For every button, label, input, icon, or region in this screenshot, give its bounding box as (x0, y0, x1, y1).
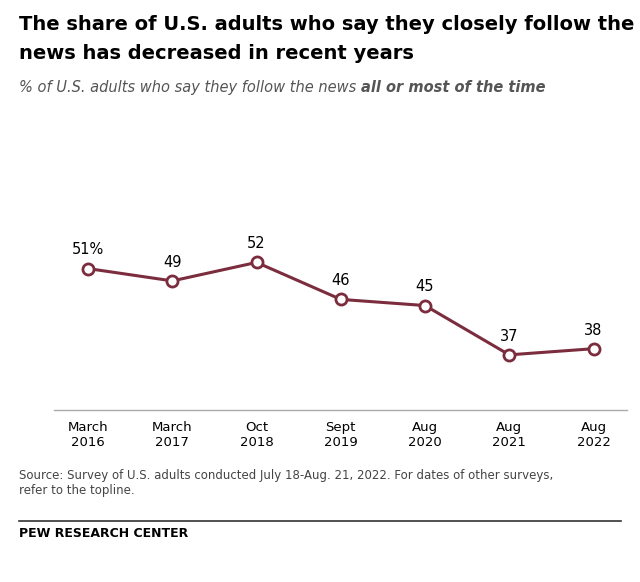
Text: 38: 38 (584, 322, 603, 338)
Text: all or most of the time: all or most of the time (361, 80, 545, 95)
Text: 46: 46 (332, 274, 350, 288)
Text: 49: 49 (163, 255, 182, 270)
Text: 45: 45 (416, 279, 435, 294)
Text: news has decreased in recent years: news has decreased in recent years (19, 44, 414, 63)
Text: 52: 52 (247, 236, 266, 251)
Text: 51%: 51% (72, 243, 104, 257)
Text: 37: 37 (500, 329, 518, 344)
Text: % of U.S. adults who say they follow the news: % of U.S. adults who say they follow the… (19, 80, 361, 95)
Text: PEW RESEARCH CENTER: PEW RESEARCH CENTER (19, 527, 188, 540)
Text: The share of U.S. adults who say they closely follow the: The share of U.S. adults who say they cl… (19, 15, 635, 34)
Text: Source: Survey of U.S. adults conducted July 18-Aug. 21, 2022. For dates of othe: Source: Survey of U.S. adults conducted … (19, 469, 554, 496)
